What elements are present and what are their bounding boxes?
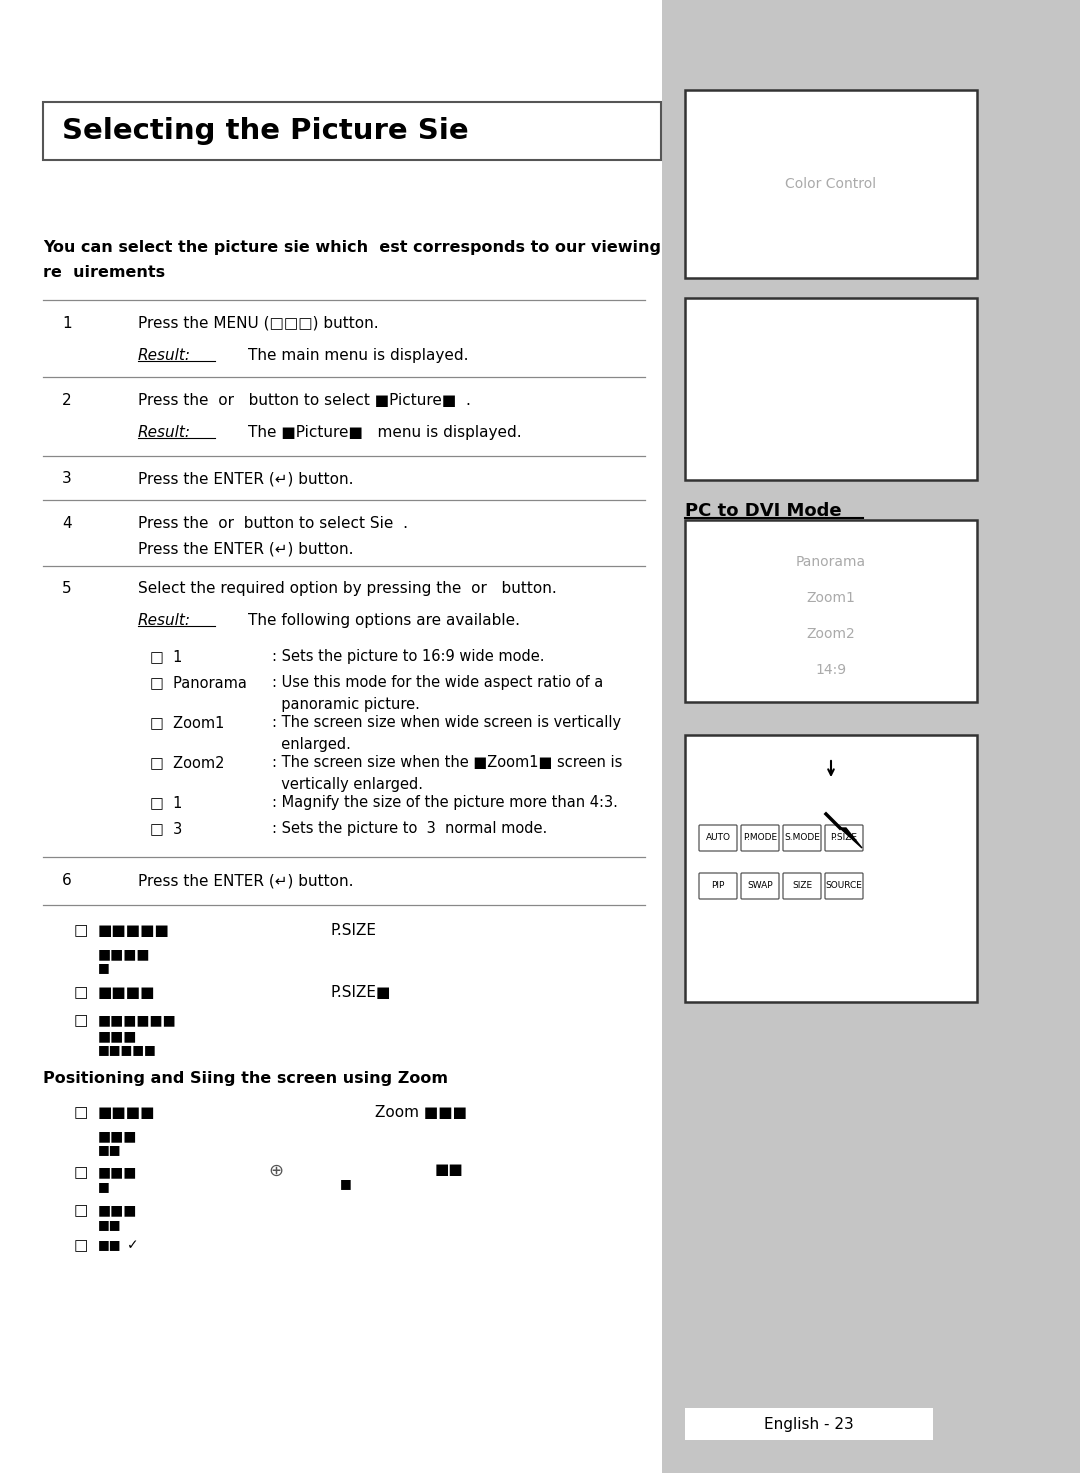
Text: □: □ bbox=[75, 1165, 89, 1180]
Text: The main menu is displayed.: The main menu is displayed. bbox=[248, 348, 469, 362]
Text: : Sets the picture to  3  normal mode.: : Sets the picture to 3 normal mode. bbox=[272, 820, 548, 837]
Text: ■■■: ■■■ bbox=[98, 1030, 137, 1043]
Text: Result:: Result: bbox=[138, 426, 191, 440]
Text: SWAP: SWAP bbox=[747, 881, 773, 891]
Bar bbox=[685, 1408, 933, 1441]
Text: : Use this mode for the wide aspect ratio of a: : Use this mode for the wide aspect rati… bbox=[272, 675, 604, 689]
Text: ■■: ■■ bbox=[98, 1143, 121, 1156]
Text: Press the MENU (□□□) button.: Press the MENU (□□□) button. bbox=[138, 317, 379, 331]
Text: Panorama: Panorama bbox=[796, 555, 866, 569]
FancyBboxPatch shape bbox=[825, 873, 863, 899]
Text: □: □ bbox=[75, 1105, 89, 1119]
Bar bbox=[662, 0, 1080, 1473]
Text: The ■Picture■   menu is displayed.: The ■Picture■ menu is displayed. bbox=[248, 426, 522, 440]
Text: ■■■■: ■■■■ bbox=[98, 985, 156, 1000]
Text: P.MODE: P.MODE bbox=[743, 834, 778, 843]
Bar bbox=[43, 102, 661, 161]
Bar bbox=[685, 298, 977, 480]
Text: □  Zoom2: □ Zoom2 bbox=[150, 756, 225, 770]
Text: □: □ bbox=[75, 985, 89, 1000]
Text: ■: ■ bbox=[98, 1180, 110, 1193]
Text: ✓: ✓ bbox=[127, 1237, 138, 1252]
Bar bbox=[685, 520, 977, 703]
Polygon shape bbox=[840, 828, 862, 848]
Text: SIZE: SIZE bbox=[792, 881, 812, 891]
Text: : The screen size when the ■Zoom1■ screen is: : The screen size when the ■Zoom1■ scree… bbox=[272, 756, 622, 770]
Text: ■■■■: ■■■■ bbox=[98, 1105, 156, 1119]
Text: □  Panorama: □ Panorama bbox=[150, 675, 247, 689]
Text: You can select the picture sie which  est corresponds to our viewing: You can select the picture sie which est… bbox=[43, 240, 661, 255]
Text: PIP: PIP bbox=[712, 881, 725, 891]
Text: P.SIZE: P.SIZE bbox=[831, 834, 858, 843]
Bar bbox=[685, 735, 977, 1002]
Text: □: □ bbox=[75, 1203, 89, 1218]
Text: English - 23: English - 23 bbox=[765, 1417, 854, 1432]
FancyBboxPatch shape bbox=[783, 825, 821, 851]
Text: P.SIZE■: P.SIZE■ bbox=[330, 985, 390, 1000]
Text: Result:: Result: bbox=[138, 348, 191, 362]
Text: 6: 6 bbox=[62, 873, 71, 888]
FancyBboxPatch shape bbox=[699, 825, 737, 851]
Text: Color Control: Color Control bbox=[785, 177, 877, 191]
Text: : The screen size when wide screen is vertically: : The screen size when wide screen is ve… bbox=[272, 714, 621, 731]
Text: ■■■■■: ■■■■■ bbox=[98, 924, 170, 938]
Text: panoramic picture.: panoramic picture. bbox=[272, 697, 420, 711]
Text: P.SIZE: P.SIZE bbox=[330, 924, 376, 938]
Text: ⊕: ⊕ bbox=[268, 1162, 283, 1180]
Text: ■■■: ■■■ bbox=[98, 1203, 137, 1217]
Text: ■: ■ bbox=[340, 1177, 352, 1190]
Text: SOURCE: SOURCE bbox=[825, 881, 863, 891]
Text: Positioning and Siing the screen using Zoom: Positioning and Siing the screen using Z… bbox=[43, 1071, 448, 1086]
Text: S.MODE: S.MODE bbox=[784, 834, 820, 843]
Text: re  uirements: re uirements bbox=[43, 265, 165, 280]
FancyBboxPatch shape bbox=[783, 873, 821, 899]
FancyBboxPatch shape bbox=[699, 873, 737, 899]
Text: ■■■■■■: ■■■■■■ bbox=[98, 1013, 177, 1027]
Text: The following options are available.: The following options are available. bbox=[248, 613, 519, 627]
FancyBboxPatch shape bbox=[741, 825, 779, 851]
Text: PC to DVI Mode: PC to DVI Mode bbox=[685, 502, 841, 520]
Text: 3: 3 bbox=[62, 471, 71, 486]
Text: ■■: ■■ bbox=[98, 1218, 121, 1231]
Text: ■■: ■■ bbox=[435, 1162, 463, 1177]
FancyBboxPatch shape bbox=[741, 873, 779, 899]
Text: Press the  or  button to select Sie  .: Press the or button to select Sie . bbox=[138, 516, 408, 530]
Text: □: □ bbox=[75, 1013, 89, 1028]
Text: enlarged.: enlarged. bbox=[272, 736, 351, 753]
Text: 4: 4 bbox=[62, 516, 71, 530]
Text: ■■■■: ■■■■ bbox=[98, 947, 150, 960]
Text: □: □ bbox=[75, 924, 89, 938]
Text: □  1: □ 1 bbox=[150, 795, 183, 810]
Text: AUTO: AUTO bbox=[705, 834, 730, 843]
Text: Press the ENTER (↵) button.: Press the ENTER (↵) button. bbox=[138, 471, 353, 486]
Text: □  3: □ 3 bbox=[150, 820, 183, 837]
Text: □  Zoom1: □ Zoom1 bbox=[150, 714, 225, 731]
Text: ■■: ■■ bbox=[98, 1237, 121, 1251]
Text: ■■■■■: ■■■■■ bbox=[98, 1043, 157, 1056]
Text: ■■■: ■■■ bbox=[98, 1128, 137, 1143]
Text: ■■■: ■■■ bbox=[98, 1165, 137, 1178]
Text: Zoom ■■■: Zoom ■■■ bbox=[375, 1105, 467, 1119]
Text: ■: ■ bbox=[98, 960, 110, 974]
Text: : Sets the picture to 16:9 wide mode.: : Sets the picture to 16:9 wide mode. bbox=[272, 650, 544, 664]
Text: 5: 5 bbox=[62, 580, 71, 597]
Text: 14:9: 14:9 bbox=[815, 663, 847, 678]
Text: Zoom2: Zoom2 bbox=[807, 627, 855, 641]
Text: Press the ENTER (↵) button.: Press the ENTER (↵) button. bbox=[138, 542, 353, 557]
Text: Zoom1: Zoom1 bbox=[807, 591, 855, 605]
Text: □: □ bbox=[75, 1237, 89, 1254]
Text: Press the  or   button to select ■Picture■  .: Press the or button to select ■Picture■ … bbox=[138, 393, 471, 408]
Text: Selecting the Picture Sie: Selecting the Picture Sie bbox=[62, 116, 469, 144]
Bar bbox=[685, 90, 977, 278]
Text: Result:: Result: bbox=[138, 613, 191, 627]
FancyBboxPatch shape bbox=[825, 825, 863, 851]
Text: Select the required option by pressing the  or   button.: Select the required option by pressing t… bbox=[138, 580, 557, 597]
Text: : Magnify the size of the picture more than 4:3.: : Magnify the size of the picture more t… bbox=[272, 795, 618, 810]
Text: 2: 2 bbox=[62, 393, 71, 408]
Text: vertically enlarged.: vertically enlarged. bbox=[272, 776, 423, 792]
Text: Press the ENTER (↵) button.: Press the ENTER (↵) button. bbox=[138, 873, 353, 888]
Text: 1: 1 bbox=[62, 317, 71, 331]
Text: □  1: □ 1 bbox=[150, 650, 183, 664]
